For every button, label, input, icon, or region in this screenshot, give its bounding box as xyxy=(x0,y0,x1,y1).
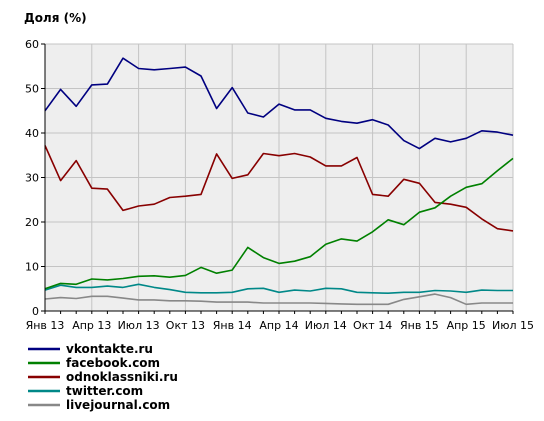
x-tick-label: Июл 14 xyxy=(305,319,347,332)
legend: vkontakte.rufacebook.comodnoklassniki.ru… xyxy=(28,342,178,412)
series-line-vkontakte-ru xyxy=(44,57,514,150)
y-axis-title: Доля (%) xyxy=(24,11,87,25)
x-tick-label: Янв 13 xyxy=(26,319,65,332)
x-tick-label: Апр 14 xyxy=(259,319,298,332)
y-tick-label: 60 xyxy=(25,38,39,51)
x-tick-label: Окт 13 xyxy=(166,319,205,332)
y-tick-label: 10 xyxy=(25,261,39,274)
legend-label: odnoklassniki.ru xyxy=(66,370,178,384)
x-tick-label: Янв 14 xyxy=(213,319,252,332)
x-tick-label: Окт 14 xyxy=(353,319,392,332)
series-layer xyxy=(44,57,514,306)
y-tick-label: 20 xyxy=(25,216,39,229)
x-tick-label: Янв 15 xyxy=(400,319,439,332)
x-tick-label: Апр 13 xyxy=(72,319,111,332)
x-tick-label: Апр 15 xyxy=(447,319,486,332)
x-tick-label: Июл 15 xyxy=(492,319,534,332)
legend-label: livejournal.com xyxy=(66,398,170,412)
legend-label: vkontakte.ru xyxy=(66,342,153,356)
axes: 0 10 20 30 40 50 60 Янв 13 Апр 13 Июл 13 Окт 13 Янв… xyxy=(25,38,534,332)
y-tick-label: 30 xyxy=(25,172,39,185)
series-line-twitter-com xyxy=(44,283,513,295)
x-tick-label: Июл 13 xyxy=(118,319,160,332)
y-tick-label: 50 xyxy=(25,83,39,96)
y-tick-label: 0 xyxy=(32,305,39,318)
legend-label: facebook.com xyxy=(66,356,160,370)
legend-label: twitter.com xyxy=(66,384,143,398)
series-line-livejournal-com xyxy=(44,293,513,306)
series-line-odnoklassniki-ru xyxy=(44,145,514,232)
series-line-facebook-com xyxy=(44,157,514,290)
y-tick-label: 40 xyxy=(25,127,39,140)
